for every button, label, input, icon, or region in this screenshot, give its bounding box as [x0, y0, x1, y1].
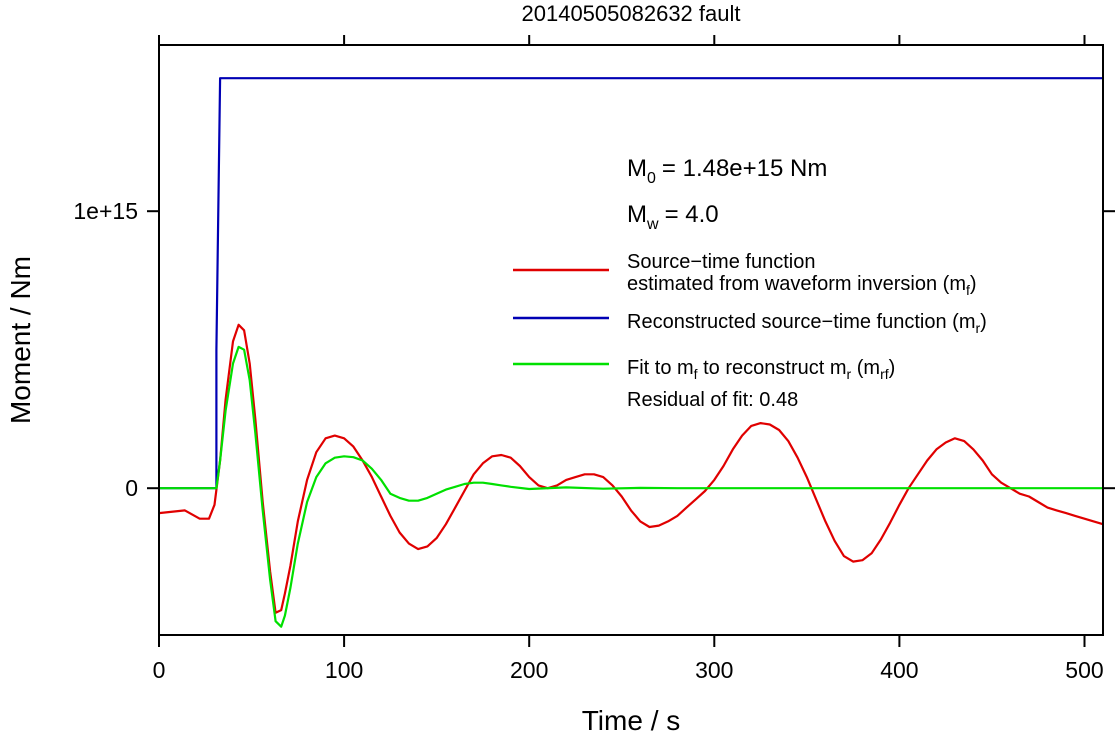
y-tick-label: 1e+15 — [73, 198, 138, 224]
axes: 0 100 200 300 400 500 0 1e+15 — [73, 35, 1115, 683]
chart-title: 20140505082632 fault — [522, 1, 741, 26]
x-tick-label: 0 — [153, 657, 166, 683]
x-tick-label: 400 — [880, 657, 918, 683]
x-tick-label: 300 — [695, 657, 733, 683]
series-layer — [158, 77, 1104, 628]
mw-annotation: Mw = 4.0 — [627, 201, 719, 233]
legend-label: estimated from waveform inversion (mf) — [627, 273, 977, 298]
y-axis-label: Moment / Nm — [5, 256, 36, 424]
x-tick-label: 500 — [1065, 657, 1103, 683]
y-tick-label: 0 — [125, 475, 138, 501]
series-line-1 — [158, 323, 1104, 614]
legend-label: Fit to mf to reconstruct mr (mrf) — [627, 357, 895, 382]
legend-label: Reconstructed source−time function (mr) — [627, 311, 987, 336]
annotations: M0 = 1.48e+15 Nm Mw = 4.0 Residual of fit:… — [627, 155, 827, 411]
series-line-2 — [159, 345, 1103, 628]
x-axis-label: Time / s — [582, 705, 681, 735]
legend-label: Source−time function — [627, 251, 815, 273]
plot-frame — [158, 44, 1104, 636]
x-tick-label: 100 — [325, 657, 363, 683]
m0-annotation: M0 = 1.48e+15 Nm — [627, 155, 827, 187]
x-tick-label: 200 — [510, 657, 548, 683]
residual-annotation: Residual of fit: 0.48 — [627, 389, 798, 411]
